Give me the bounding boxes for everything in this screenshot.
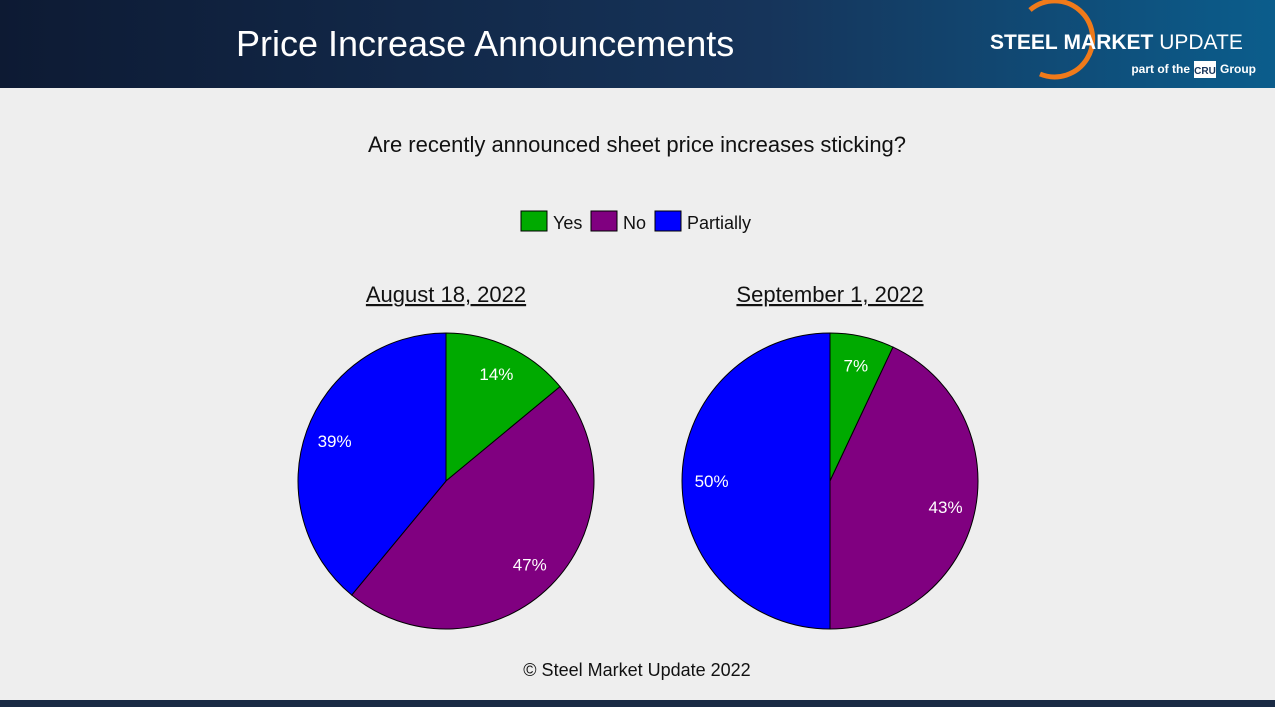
logo-swoosh bbox=[1028, 0, 1096, 80]
data-label: 47% bbox=[513, 556, 547, 575]
pie-slice bbox=[350, 385, 595, 630]
data-label: 14% bbox=[479, 365, 513, 384]
legend-label: No bbox=[623, 213, 646, 233]
pie-slice bbox=[297, 332, 447, 596]
logo-word: STEEL bbox=[990, 31, 1058, 54]
footer-text: © Steel Market Update 2022 bbox=[523, 660, 750, 680]
logo-tagline: part of the bbox=[1131, 62, 1190, 76]
header-bar bbox=[0, 0, 1275, 88]
legend-swatch bbox=[590, 210, 618, 232]
pie-title: August 18, 2022 bbox=[366, 282, 526, 307]
legend-label: Partially bbox=[687, 213, 751, 233]
logo-badge: CRU bbox=[1194, 66, 1216, 77]
footer-bar bbox=[0, 700, 1275, 707]
pie-slice bbox=[681, 332, 831, 630]
logo-text: STEEL MARKET UPDATE bbox=[990, 31, 1243, 54]
legend-swatch bbox=[520, 210, 548, 232]
data-label: 50% bbox=[695, 472, 729, 491]
logo-group: Group bbox=[1220, 62, 1256, 76]
pie-slice bbox=[829, 346, 979, 630]
header-title: Price Increase Announcements bbox=[236, 23, 734, 64]
legend-swatch bbox=[654, 210, 682, 232]
pie-slice bbox=[445, 332, 561, 483]
chart-title: Are recently announced sheet price incre… bbox=[368, 132, 906, 157]
data-label: 7% bbox=[844, 356, 869, 375]
legend-label: Yes bbox=[553, 213, 582, 233]
logo-word: MARKET bbox=[1064, 31, 1154, 54]
data-label: 43% bbox=[929, 498, 963, 517]
pie-title: September 1, 2022 bbox=[736, 282, 923, 307]
logo-badge-box bbox=[1194, 61, 1216, 78]
data-label: 39% bbox=[318, 432, 352, 451]
logo-word: UPDATE bbox=[1159, 31, 1243, 54]
